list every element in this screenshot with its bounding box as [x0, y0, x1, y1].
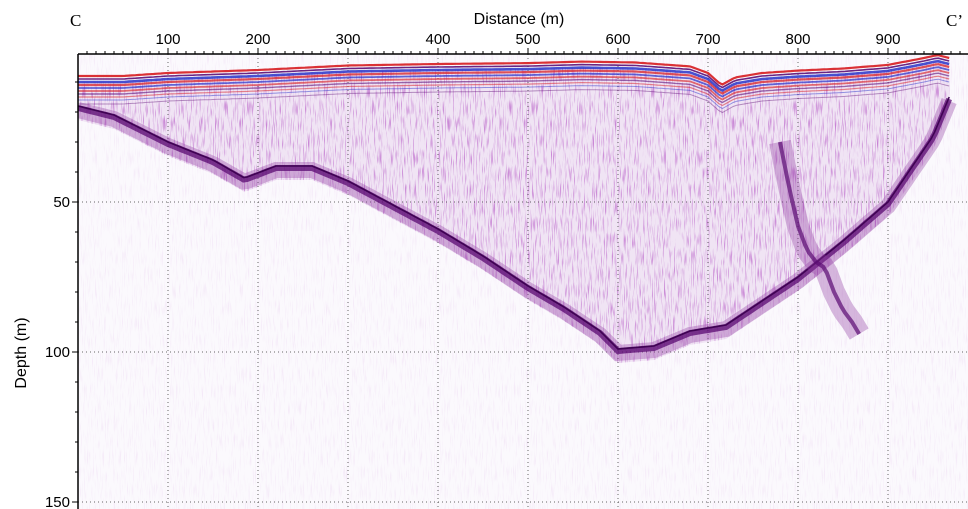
surface-reflection-band: [78, 66, 950, 98]
x-tick-label: 600: [605, 31, 630, 48]
surface-reflection-band: [78, 54, 950, 86]
profile-end-label: C’: [946, 11, 963, 30]
y-tick-label: 100: [45, 344, 70, 361]
surface-reflection-band: [78, 72, 950, 104]
x-tick-label: 200: [245, 31, 270, 48]
x-tick-label: 400: [425, 31, 450, 48]
axes: 100 200 300 400 500 600 700 800 900 50 100 150: [45, 31, 968, 509]
y-tick-label: 50: [53, 194, 70, 211]
surface-reflection-band: [78, 57, 950, 89]
x-tick-label: 100: [155, 31, 180, 48]
y-tick-label: 150: [45, 494, 70, 509]
x-tick-label: 700: [695, 31, 720, 48]
profile-start-label: C: [70, 11, 81, 30]
surface-reflection-band: [78, 69, 950, 101]
bedrock-reflector-band: [78, 97, 952, 355]
x-axis-title: Distance (m): [474, 11, 565, 28]
bedrock-reflector-line: [78, 96, 950, 350]
x-tick-label: 300: [335, 31, 360, 48]
surface-reflection-band: [78, 63, 950, 95]
plot-area: [78, 54, 968, 509]
surface-reflection-band: [78, 78, 950, 110]
secondary-reflector-line: [778, 141, 861, 336]
surface-reflection-band: [78, 59, 950, 92]
surface-reflection-band: [78, 82, 950, 114]
x-tick-label: 800: [785, 31, 810, 48]
x-tick-label: 900: [875, 31, 900, 48]
grid: [78, 54, 968, 509]
reflectors: [78, 54, 957, 362]
surface-reflection-band: [78, 75, 950, 107]
x-tick-label: 500: [515, 31, 540, 48]
y-axis-title: Depth (m): [13, 317, 30, 388]
